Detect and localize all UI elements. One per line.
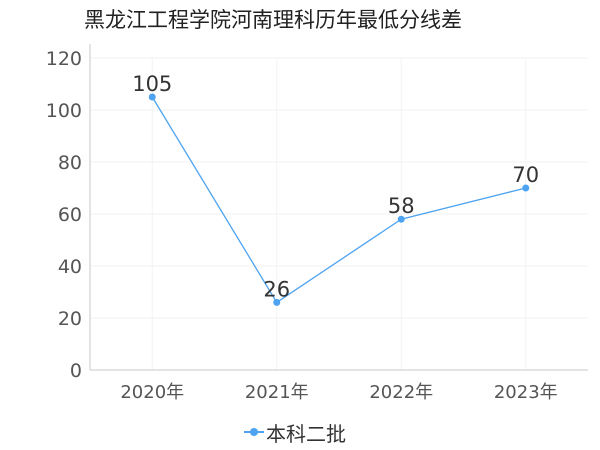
y-tick-label: 80 xyxy=(58,152,82,174)
x-tick-label: 2022年 xyxy=(369,382,433,403)
y-tick-label: 0 xyxy=(70,360,82,382)
x-tick-label: 2021年 xyxy=(245,382,309,403)
chart-title: 黑龙江工程学院河南理科历年最低分线差 xyxy=(84,8,462,32)
data-point xyxy=(273,298,281,306)
data-label: 26 xyxy=(263,277,290,301)
x-tick-label: 2020年 xyxy=(120,382,184,403)
legend[interactable]: 本科二批 xyxy=(244,418,346,446)
data-label: 58 xyxy=(388,194,415,218)
data-point xyxy=(148,93,156,101)
series-line xyxy=(151,96,526,304)
legend-marker-icon xyxy=(244,422,264,442)
y-tick-label: 40 xyxy=(58,256,82,278)
data-label: 70 xyxy=(512,163,539,187)
data-point xyxy=(397,215,405,223)
legend-dot xyxy=(250,428,258,436)
data-point xyxy=(522,184,530,192)
legend-label: 本科二批 xyxy=(266,421,346,446)
y-tick-label: 100 xyxy=(46,100,82,122)
data-label: 105 xyxy=(132,72,172,96)
y-tick-label: 120 xyxy=(46,48,82,70)
x-tick-label: 2023年 xyxy=(494,382,558,403)
y-tick-label: 60 xyxy=(58,204,82,226)
y-tick-label: 20 xyxy=(58,308,82,330)
